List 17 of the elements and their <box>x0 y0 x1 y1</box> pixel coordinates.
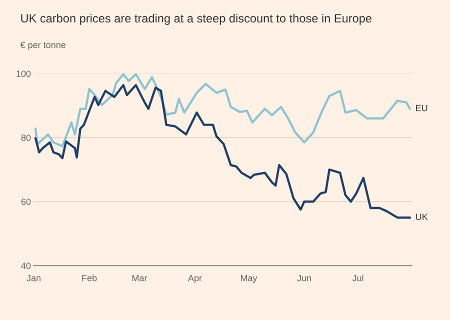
series-label: EU <box>416 104 428 112</box>
y-tick-label: 80 <box>21 134 31 141</box>
x-tick-label: Jun <box>297 274 311 282</box>
chart-title: UK carbon prices are trading at a steep discount to those in Europe <box>21 14 372 25</box>
y-tick-label: 40 <box>21 262 31 269</box>
line-series <box>34 84 412 219</box>
x-tick-label: Jul <box>352 274 364 282</box>
line-series <box>34 73 412 148</box>
x-tick-label: Jan <box>26 274 40 282</box>
x-tick-label: Apr <box>188 274 202 284</box>
x-tick-label: Mar <box>132 274 148 282</box>
x-tick-label: May <box>240 274 258 284</box>
x-tick-label: Feb <box>82 274 97 282</box>
y-axis-title: € per tonne <box>20 42 66 50</box>
y-tick-label: 60 <box>21 198 31 205</box>
y-tick-label: 100 <box>16 70 31 77</box>
series-label: UK <box>416 214 428 220</box>
